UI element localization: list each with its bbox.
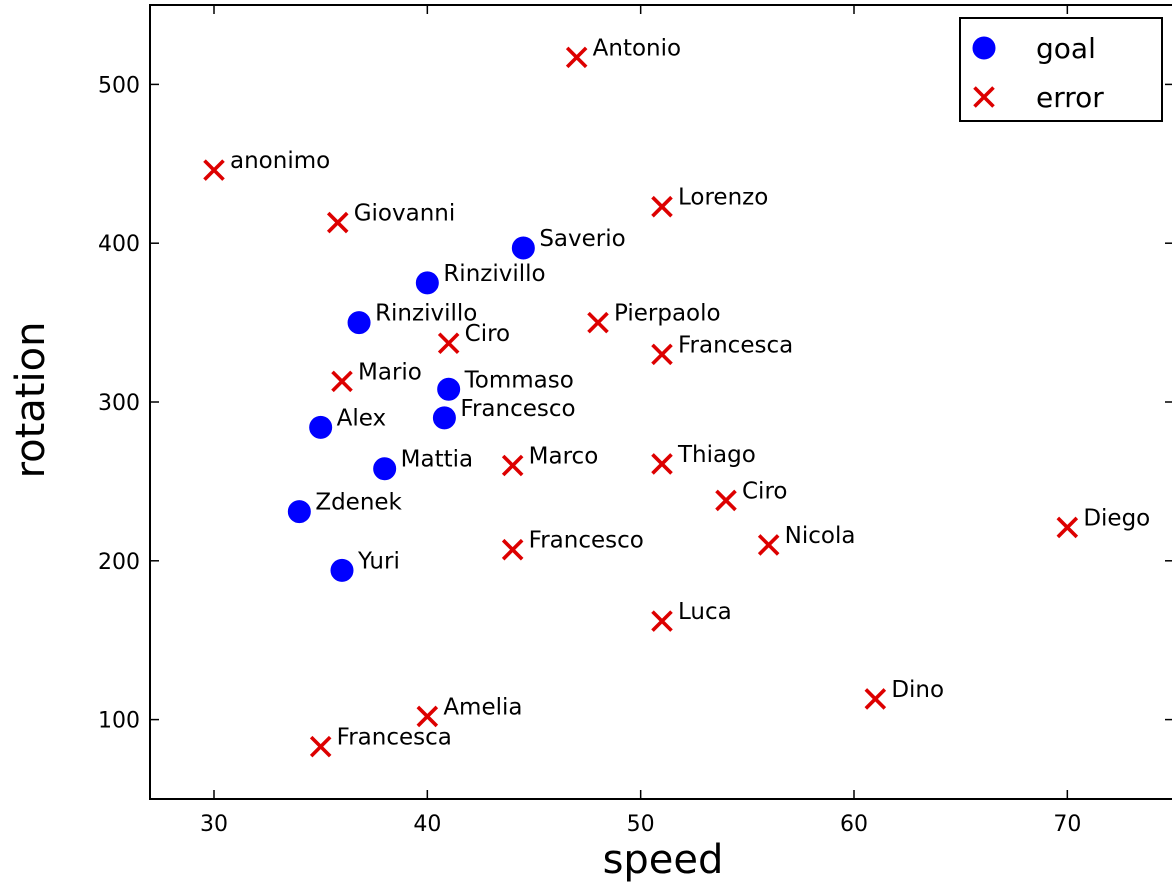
point-label: Amelia bbox=[443, 694, 522, 720]
point-label: Luca bbox=[678, 599, 732, 625]
goal-point bbox=[437, 377, 461, 401]
point-label: Nicola bbox=[785, 523, 856, 549]
point-label: Dino bbox=[891, 677, 944, 703]
x-marker-stroke bbox=[973, 86, 995, 108]
error-point bbox=[416, 705, 439, 728]
legend-goal-label: goal bbox=[1036, 32, 1096, 65]
series-error: Antonio anonimo Lorenzo Giovanni Pierpaolo Ci… bbox=[203, 35, 1150, 758]
y-tick-label: 100 bbox=[98, 709, 140, 734]
point-label: Saverio bbox=[539, 226, 625, 252]
point-label: Alex bbox=[337, 405, 386, 431]
y-tick-label: 200 bbox=[98, 550, 140, 575]
point-label: Rinzivillo bbox=[443, 261, 545, 287]
error-point bbox=[203, 159, 225, 181]
error-point bbox=[331, 370, 353, 393]
error-point bbox=[501, 454, 524, 477]
point-label: Francesco bbox=[529, 528, 644, 554]
x-marker-stroke bbox=[651, 195, 673, 218]
x-marker-stroke bbox=[203, 159, 225, 181]
x-marker-stroke bbox=[651, 343, 673, 366]
error-point bbox=[1056, 516, 1079, 539]
point-label: Mattia bbox=[401, 447, 473, 473]
x-marker-stroke bbox=[501, 454, 524, 477]
series-goal: Saverio Rinzivillo Rinzivillo Tommaso France… bbox=[287, 226, 626, 582]
goal-point bbox=[511, 236, 535, 260]
x-marker-stroke bbox=[416, 705, 439, 728]
error-point bbox=[757, 534, 780, 556]
error-point bbox=[501, 538, 524, 561]
marks-layer: Saverio Rinzivillo Rinzivillo Tommaso France… bbox=[203, 35, 1150, 758]
error-point bbox=[309, 735, 332, 758]
goal-point bbox=[309, 415, 333, 439]
y-tick-label: 400 bbox=[98, 232, 140, 257]
error-point bbox=[437, 332, 460, 355]
x-marker-stroke bbox=[757, 534, 780, 556]
legend-error-marker bbox=[973, 86, 995, 108]
x-marker-stroke bbox=[326, 211, 349, 234]
x-marker-stroke bbox=[651, 610, 673, 632]
error-point bbox=[715, 489, 737, 512]
goal-point bbox=[287, 500, 311, 524]
error-point bbox=[651, 343, 673, 366]
x-marker-stroke bbox=[565, 46, 588, 69]
y-axis-title: rotation bbox=[8, 322, 54, 479]
point-label: Pierpaolo bbox=[614, 301, 721, 327]
point-label: Tommaso bbox=[464, 367, 574, 393]
x-marker-stroke bbox=[1056, 516, 1079, 539]
x-marker-stroke bbox=[331, 370, 353, 393]
point-label: Francesca bbox=[678, 332, 793, 358]
x-marker-stroke bbox=[501, 538, 524, 561]
goal-point bbox=[415, 271, 439, 295]
error-point bbox=[651, 195, 673, 218]
x-marker-stroke bbox=[587, 311, 609, 334]
point-label: Giovanni bbox=[354, 201, 456, 227]
error-point bbox=[587, 311, 609, 334]
point-label: Antonio bbox=[593, 35, 681, 61]
legend-goal-marker bbox=[972, 36, 996, 60]
x-tick-label: 70 bbox=[1053, 812, 1081, 837]
x-tick-label: 30 bbox=[200, 812, 228, 837]
plot-frame bbox=[149, 4, 1172, 800]
legend-box bbox=[959, 17, 1163, 122]
point-label: Thiago bbox=[677, 442, 756, 468]
point-label: Marco bbox=[529, 444, 599, 470]
legend-error-label: error bbox=[1036, 81, 1104, 114]
legend: goal error bbox=[959, 17, 1163, 122]
ticks-layer: 30 40 50 60 70 100 200 300 400 500 bbox=[98, 5, 1172, 837]
point-label: Francesco bbox=[460, 396, 575, 422]
point-label: Yuri bbox=[357, 548, 400, 574]
error-point bbox=[651, 610, 673, 632]
point-label: Diego bbox=[1083, 505, 1150, 531]
goal-point bbox=[373, 457, 397, 481]
point-label: anonimo bbox=[230, 148, 330, 174]
point-label: Lorenzo bbox=[678, 185, 768, 211]
x-tick-label: 50 bbox=[627, 812, 655, 837]
x-marker-stroke bbox=[715, 489, 737, 512]
x-marker-stroke bbox=[309, 735, 332, 758]
error-point bbox=[565, 46, 588, 69]
goal-point bbox=[347, 311, 371, 335]
x-marker-stroke bbox=[864, 688, 887, 710]
point-label: Mario bbox=[358, 359, 422, 385]
legend-entries: goal error bbox=[972, 32, 1104, 114]
goal-point bbox=[432, 406, 456, 430]
error-point bbox=[326, 211, 349, 234]
point-label: Ciro bbox=[465, 321, 510, 347]
point-label: Francesca bbox=[337, 725, 452, 751]
x-tick-label: 60 bbox=[840, 812, 868, 837]
y-tick-label: 300 bbox=[98, 391, 140, 416]
error-point bbox=[651, 453, 673, 475]
error-point bbox=[864, 688, 887, 710]
x-axis-title: speed bbox=[603, 837, 724, 883]
point-label: Ciro bbox=[742, 478, 787, 504]
y-tick-label: 500 bbox=[98, 73, 140, 98]
x-marker-stroke bbox=[651, 453, 673, 475]
x-tick-label: 40 bbox=[413, 812, 441, 837]
goal-point bbox=[330, 558, 354, 582]
x-marker-stroke bbox=[437, 332, 460, 355]
point-label: Zdenek bbox=[315, 490, 402, 516]
point-label: Rinzivillo bbox=[375, 301, 477, 327]
